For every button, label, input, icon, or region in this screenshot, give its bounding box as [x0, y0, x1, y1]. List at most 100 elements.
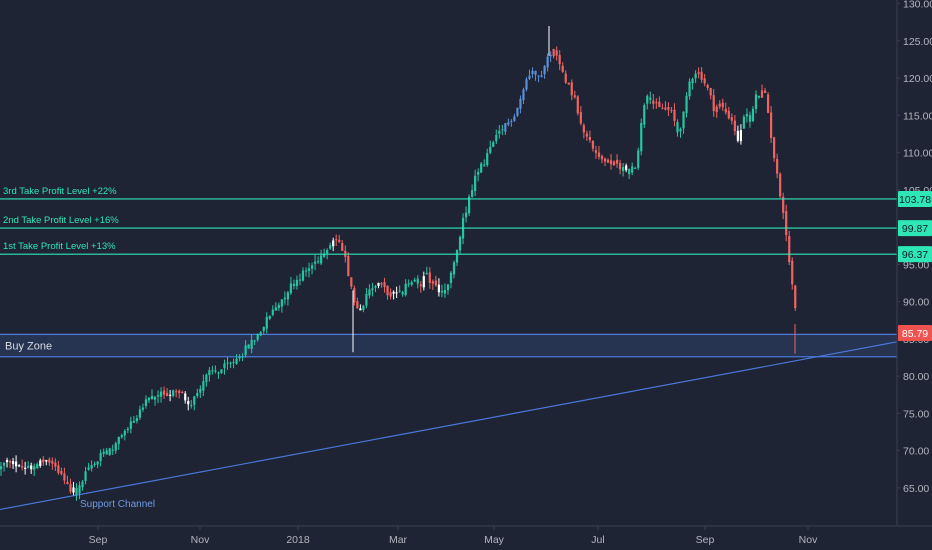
candle-body	[513, 116, 516, 121]
level-price-tag-text: 96.37	[902, 249, 928, 261]
candle-body	[591, 140, 595, 149]
candle	[341, 240, 344, 252]
candle-body	[178, 390, 181, 393]
x-tick-label: May	[484, 534, 505, 546]
candle	[66, 475, 69, 485]
y-tick-label: 115.00	[903, 110, 932, 122]
candle	[54, 458, 57, 471]
candle-body	[540, 75, 543, 78]
candle	[434, 275, 437, 287]
candle	[289, 276, 293, 295]
candle	[658, 96, 661, 108]
candle-body	[709, 88, 712, 96]
candle	[317, 256, 320, 264]
candle	[144, 395, 148, 409]
candle-body	[214, 370, 217, 372]
candle-body	[365, 293, 368, 306]
candle	[11, 457, 15, 469]
candle	[634, 166, 637, 170]
candle	[679, 127, 682, 138]
candle-body	[341, 242, 344, 251]
candle-body	[295, 279, 299, 287]
candle-body	[736, 130, 739, 141]
candle-body	[175, 391, 178, 393]
candle	[446, 283, 450, 295]
candle	[555, 46, 558, 61]
candle-body	[259, 332, 262, 336]
candle	[274, 302, 277, 311]
candle-body	[661, 107, 664, 109]
candle	[102, 448, 105, 457]
candle	[193, 395, 196, 411]
candle	[531, 67, 534, 78]
candle	[501, 124, 504, 136]
candle	[628, 168, 631, 180]
support-channel-line	[0, 341, 898, 511]
candle-body	[317, 261, 320, 263]
candle	[760, 84, 764, 98]
candle-body	[715, 106, 718, 113]
candle-body	[21, 466, 24, 468]
y-tick-label: 80.00	[903, 371, 929, 383]
candle-body	[546, 56, 549, 68]
candle	[135, 415, 138, 424]
candle-body	[751, 108, 755, 121]
candle-body	[404, 283, 407, 295]
candle	[184, 391, 187, 404]
candle	[359, 304, 362, 311]
candle-body	[93, 463, 96, 465]
candle-body	[576, 96, 579, 114]
candle-body	[162, 390, 166, 395]
candle	[90, 460, 93, 472]
candle-body	[495, 134, 498, 142]
candle-body	[398, 290, 401, 292]
candle	[292, 279, 296, 290]
candle-body	[609, 160, 613, 165]
candle	[782, 192, 785, 220]
candle-body	[449, 272, 453, 284]
candle-body	[419, 284, 422, 287]
candle-body	[779, 173, 782, 197]
candle	[458, 235, 462, 255]
candle	[564, 70, 567, 84]
candle-body	[72, 487, 75, 493]
time-axis[interactable]: Sep Nov 2018 Mar May Jul Sep Nov	[89, 526, 818, 546]
candle	[507, 118, 510, 127]
candle	[301, 267, 305, 282]
candle-body	[280, 299, 283, 307]
candle-body	[594, 150, 598, 153]
candle	[486, 148, 489, 167]
candle	[190, 399, 193, 409]
candle-body	[135, 418, 138, 422]
candle	[238, 354, 241, 362]
candle	[244, 340, 247, 358]
candle-body	[700, 71, 703, 80]
candle	[640, 118, 643, 156]
candle-body	[377, 282, 380, 287]
candle-body	[256, 333, 259, 340]
candle	[153, 395, 157, 406]
candle-body	[271, 309, 274, 315]
candle	[431, 279, 434, 290]
candle-body	[301, 270, 305, 281]
candle	[721, 98, 724, 111]
candle-body	[597, 152, 601, 157]
candle-body	[464, 212, 468, 218]
candle	[175, 389, 178, 398]
candle-body	[401, 292, 404, 295]
candle-body	[111, 449, 114, 451]
candle-body	[247, 344, 250, 349]
candle-body	[643, 105, 646, 125]
candle	[748, 111, 752, 128]
candle-body	[36, 464, 39, 469]
candle	[320, 249, 323, 266]
candle-body	[329, 245, 332, 249]
candle	[694, 70, 697, 83]
candle-body	[63, 473, 66, 481]
candle-body	[87, 467, 90, 470]
candle	[528, 69, 531, 81]
candle-body	[730, 117, 733, 121]
candle	[455, 249, 459, 267]
candle	[440, 284, 444, 298]
candle-body	[205, 374, 208, 383]
